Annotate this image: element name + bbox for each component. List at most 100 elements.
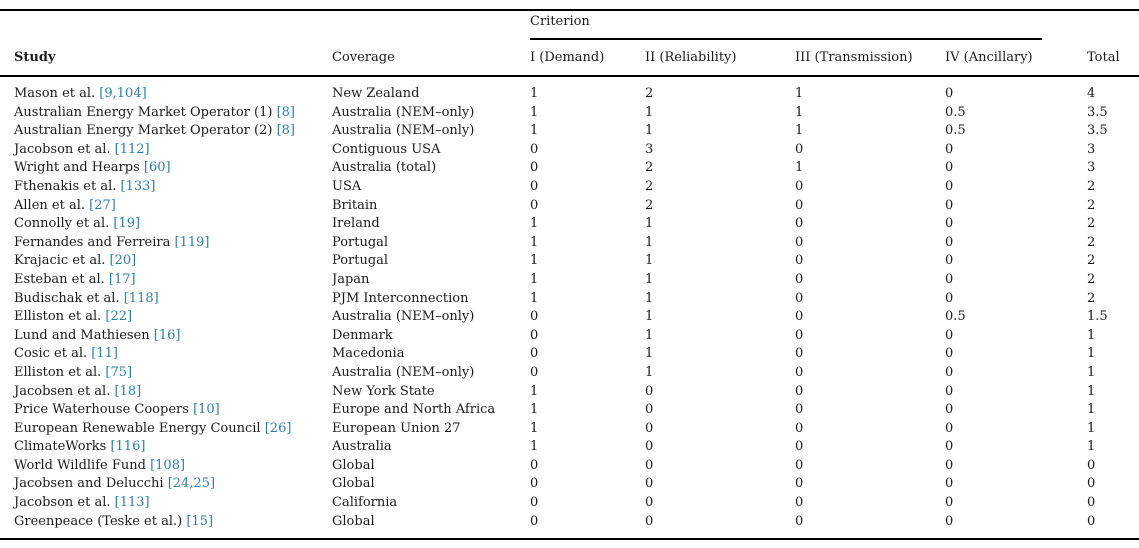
citation-link[interactable]: [133] xyxy=(120,178,156,194)
criterion-score-1: 0 xyxy=(530,309,539,325)
total-cell: 1 xyxy=(1087,439,1096,455)
citation-link[interactable]: [20] xyxy=(109,253,137,269)
criterion-score-1: 1 xyxy=(530,290,539,306)
criterion-score-3: 0 xyxy=(795,476,804,492)
coverage-cell: Global xyxy=(332,457,375,473)
total-cell: 2 xyxy=(1087,197,1096,213)
criterion-score-1: 0 xyxy=(530,476,539,492)
column-header-criterion-2: II (Reliability) xyxy=(645,40,795,77)
table-row: Elliston et al. [75] Australia (NEM–only… xyxy=(0,364,1139,383)
study-name: Lund and Mathiesen xyxy=(14,327,150,343)
citation-link[interactable]: [27] xyxy=(89,197,116,213)
criterion-score-2: 0 xyxy=(645,476,654,492)
citation-link[interactable]: [26] xyxy=(264,420,292,436)
criterion-score-3: 0 xyxy=(795,290,804,306)
study-name: Cosic et al. xyxy=(14,346,88,362)
criterion-score-2: 1 xyxy=(645,309,654,325)
citation-link[interactable]: [16] xyxy=(153,327,181,343)
total-cell: 4 xyxy=(1087,86,1096,101)
table-row: Greenpeace (Teske et al.) [15] Global 0 … xyxy=(0,513,1139,540)
study-cell: Esteban et al. [17] xyxy=(0,271,332,290)
total-cell: 3.5 xyxy=(1087,104,1108,120)
coverage-cell: Japan xyxy=(332,271,370,287)
criterion-score-3: 0 xyxy=(795,178,804,194)
total-cell: 2 xyxy=(1087,271,1096,287)
criterion-group-row: Criterion xyxy=(0,10,1139,40)
column-header-criterion-1: I (Demand) xyxy=(530,40,645,77)
table-row: Krajacic et al. [20] Portugal 1 1 0 0 2 xyxy=(0,252,1139,271)
study-cell: Jacobson et al. [113] xyxy=(0,494,332,513)
total-cell: 3.5 xyxy=(1087,123,1108,139)
citation-link[interactable]: [22] xyxy=(105,309,133,325)
criterion-score-3: 0 xyxy=(795,420,804,436)
citation-link[interactable]: [10] xyxy=(193,402,220,418)
citation-link[interactable]: [9,104] xyxy=(99,86,147,101)
criterion-group-cell: Criterion xyxy=(530,10,1087,40)
citation-link[interactable]: [19] xyxy=(113,216,141,232)
column-header-criterion-3: III (Transmission) xyxy=(795,40,945,77)
criterion-score-3: 0 xyxy=(795,439,804,455)
criterion-score-4: 0 xyxy=(945,364,954,380)
citation-link[interactable]: [24,25] xyxy=(167,476,216,492)
criterion-score-4: 0 xyxy=(945,234,954,250)
criterion-score-2: 1 xyxy=(645,364,654,380)
citation-link[interactable]: [116] xyxy=(110,439,146,455)
citation-link[interactable]: [8] xyxy=(276,104,295,120)
column-header-study: Study xyxy=(0,40,332,77)
study-cell: Lund and Mathiesen [16] xyxy=(0,327,332,346)
criterion-score-4: 0 xyxy=(945,513,954,529)
criterion-score-2: 0 xyxy=(645,402,654,418)
table-row: European Renewable Energy Council [26] E… xyxy=(0,420,1139,439)
citation-link[interactable]: [75] xyxy=(105,364,133,380)
citation-link[interactable]: [108] xyxy=(150,457,186,473)
criterion-score-4: 0 xyxy=(945,495,954,511)
study-cell: Elliston et al. [22] xyxy=(0,308,332,327)
study-name: Mason et al. xyxy=(14,86,96,101)
citation-link[interactable]: [119] xyxy=(174,234,210,250)
total-cell: 2 xyxy=(1087,178,1096,194)
total-cell: 0 xyxy=(1087,457,1096,473)
table-body: Mason et al. [9,104] New Zealand 1 2 1 0… xyxy=(0,76,1139,539)
criterion-score-2: 1 xyxy=(645,327,654,343)
total-cell: 1 xyxy=(1087,402,1096,418)
citation-link[interactable]: [112] xyxy=(114,141,150,157)
criterion-score-2: 1 xyxy=(645,290,654,306)
study-cell: Budischak et al. [118] xyxy=(0,290,332,309)
coverage-cell: Global xyxy=(332,513,375,529)
citation-link[interactable]: [11] xyxy=(91,346,118,362)
criterion-score-3: 0 xyxy=(795,197,804,213)
table-row: Jacobsen and Delucchi [24,25] Global 0 0… xyxy=(0,475,1139,494)
table-row: Fernandes and Ferreira [119] Portugal 1 … xyxy=(0,234,1139,253)
criterion-score-1: 0 xyxy=(530,197,539,213)
study-name: World Wildlife Fund xyxy=(14,457,146,473)
criterion-score-2: 1 xyxy=(645,123,654,139)
table-row: ClimateWorks [116] Australia 1 0 0 0 1 xyxy=(0,438,1139,457)
criteria-score-table: Criterion Study Coverage I (Demand) II (… xyxy=(0,9,1139,541)
citation-link[interactable]: [118] xyxy=(123,290,159,306)
citation-link[interactable]: [8] xyxy=(276,123,295,139)
study-cell: Krajacic et al. [20] xyxy=(0,252,332,271)
citation-link[interactable]: [15] xyxy=(186,513,214,529)
criterion-score-1: 1 xyxy=(530,104,539,120)
total-cell: 3 xyxy=(1087,160,1096,176)
coverage-cell: Britain xyxy=(332,197,378,213)
citation-link[interactable]: [17] xyxy=(108,271,136,287)
criterion-score-2: 2 xyxy=(645,86,654,101)
coverage-cell: Australia (NEM–only) xyxy=(332,309,475,325)
criterion-score-4: 0.5 xyxy=(945,104,966,120)
coverage-cell: California xyxy=(332,495,398,511)
citation-link[interactable]: [113] xyxy=(114,495,150,511)
citation-link[interactable]: [18] xyxy=(114,383,142,399)
coverage-cell: Europe and North Africa xyxy=(332,402,496,418)
table-row: Jacobsen et al. [18] New York State 1 0 … xyxy=(0,383,1139,402)
criterion-score-4: 0 xyxy=(945,327,954,343)
study-cell: European Renewable Energy Council [26] xyxy=(0,420,332,439)
coverage-cell: USA xyxy=(332,178,362,194)
study-name: Esteban et al. xyxy=(14,271,105,287)
total-cell: 0 xyxy=(1087,495,1096,511)
citation-link[interactable]: [60] xyxy=(143,160,171,176)
coverage-cell: Australia (NEM–only) xyxy=(332,104,475,120)
coverage-cell: Australia xyxy=(332,439,392,455)
study-name: Price Waterhouse Coopers xyxy=(14,402,189,418)
study-cell: ClimateWorks [116] xyxy=(0,438,332,457)
